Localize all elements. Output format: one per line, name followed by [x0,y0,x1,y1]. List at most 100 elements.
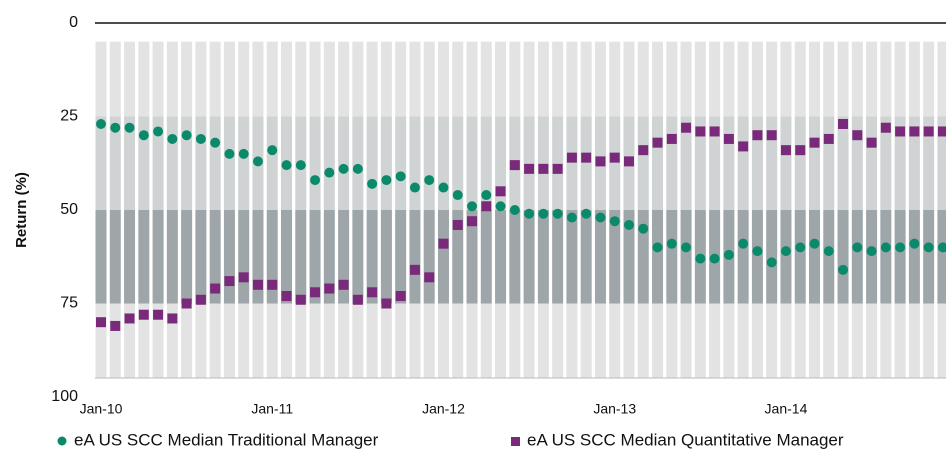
band-stripe [694,303,706,379]
point [138,130,149,141]
band-stripe [338,116,350,210]
point [838,264,849,275]
point [167,313,178,324]
band-stripe [809,210,820,304]
band-stripe [352,116,364,210]
point [124,122,135,133]
point [652,137,663,148]
band-stripe [124,303,136,379]
band-stripe [309,116,321,210]
point [467,201,478,212]
band-stripe [466,210,478,304]
band-stripe [780,210,792,304]
band-stripe [908,116,920,210]
band-stripe [823,303,835,379]
point [267,145,278,156]
band-stripe [823,116,835,210]
band-stripe [523,41,535,117]
band-stripe [652,210,664,304]
point [681,242,692,253]
band-stripe [609,116,621,210]
band-stripe [637,210,649,304]
band-stripe [124,116,136,210]
band-stripe [352,303,364,379]
point [723,133,734,144]
band-stripe [437,210,449,304]
band-stripe [880,210,892,304]
band-stripe [309,41,321,117]
point [766,130,777,141]
band-stripe [309,210,321,304]
x-tick-label: Jan-14 [765,401,808,417]
point [895,126,906,137]
band-stripe [709,41,721,117]
band-stripe [209,303,221,379]
y-tick-label: 75 [60,295,78,312]
point [538,163,549,174]
point [809,238,820,249]
band-stripe [866,41,878,117]
point [909,126,920,137]
band-stripe [338,210,350,304]
point [324,167,335,178]
point [352,294,363,305]
band-stripe [323,41,335,117]
point [367,178,378,189]
band-stripe [609,303,621,379]
band-stripe [666,303,678,379]
point [110,122,121,133]
band-stripe [323,303,335,379]
point [409,264,420,275]
point [238,148,249,159]
band-stripe [594,303,606,379]
point [310,287,321,298]
point [738,141,749,152]
band-stripe [694,41,706,117]
band-stripe [737,41,749,117]
point [538,208,549,219]
y-tick-label: 50 [60,201,78,218]
point [138,309,149,320]
band-stripe [366,303,378,379]
point [695,126,706,137]
point [395,171,406,182]
band-stripe [937,41,946,117]
band-stripe [923,210,935,304]
point [181,298,192,309]
point [795,242,806,253]
band-stripe [509,303,521,379]
point [866,137,877,148]
band-stripe [109,41,121,117]
band-stripe [723,116,735,210]
band-stripe [366,210,378,304]
point [780,145,791,156]
band-stripe [537,116,549,210]
point [210,137,221,148]
band-stripe [423,116,435,210]
band-stripe [723,303,735,379]
band-stripe [851,210,863,304]
point [467,216,478,227]
band-stripe [423,41,435,117]
band-stripe [338,303,350,379]
band-stripe [666,210,678,304]
band-stripe [152,41,164,117]
point [638,145,649,156]
band-stripe [238,116,250,210]
band-stripe [709,116,721,210]
x-tick-label: Jan-11 [251,401,293,417]
band-stripe [309,303,321,379]
band-stripe [95,116,107,210]
point [381,298,392,309]
point [880,242,891,253]
point [110,320,121,331]
band-stripe [780,116,792,210]
band-stripe [523,116,535,210]
point [481,201,492,212]
point [809,137,820,148]
band-stripe [566,210,578,304]
point [438,182,449,193]
point [281,291,292,302]
point [695,253,706,264]
point [795,145,806,156]
